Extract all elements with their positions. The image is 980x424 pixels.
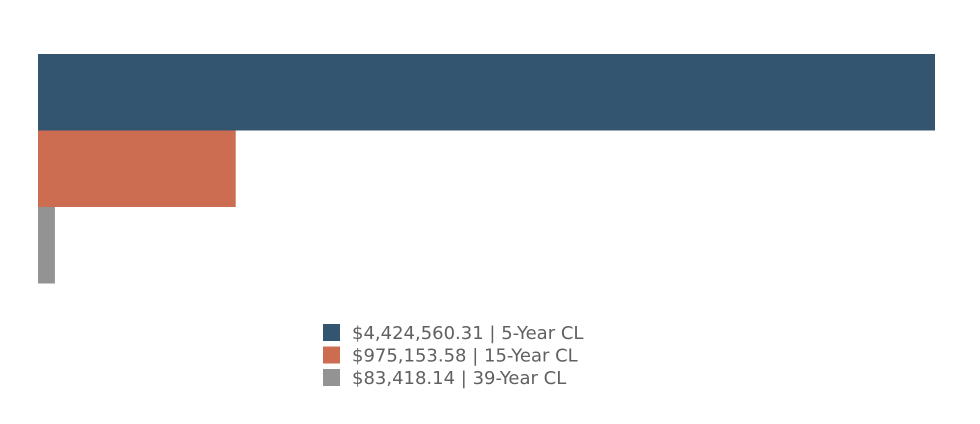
legend-swatch-2 xyxy=(323,346,340,364)
bar-2 xyxy=(38,130,236,207)
legend-swatch-3 xyxy=(323,369,340,386)
bar-3 xyxy=(38,207,55,284)
bar-1 xyxy=(38,54,935,131)
bars-group xyxy=(38,54,935,284)
legend-swatch-1 xyxy=(323,324,340,341)
legend-label-3: $83,418.14 | 39-Year CL xyxy=(352,368,566,389)
legend-label-1: $4,424,560.31 | 5-Year CL xyxy=(352,323,583,344)
legend: $4,424,560.31 | 5-Year CL$975,153.58 | 1… xyxy=(323,323,583,389)
legend-label-2: $975,153.58 | 15-Year CL xyxy=(352,346,578,367)
